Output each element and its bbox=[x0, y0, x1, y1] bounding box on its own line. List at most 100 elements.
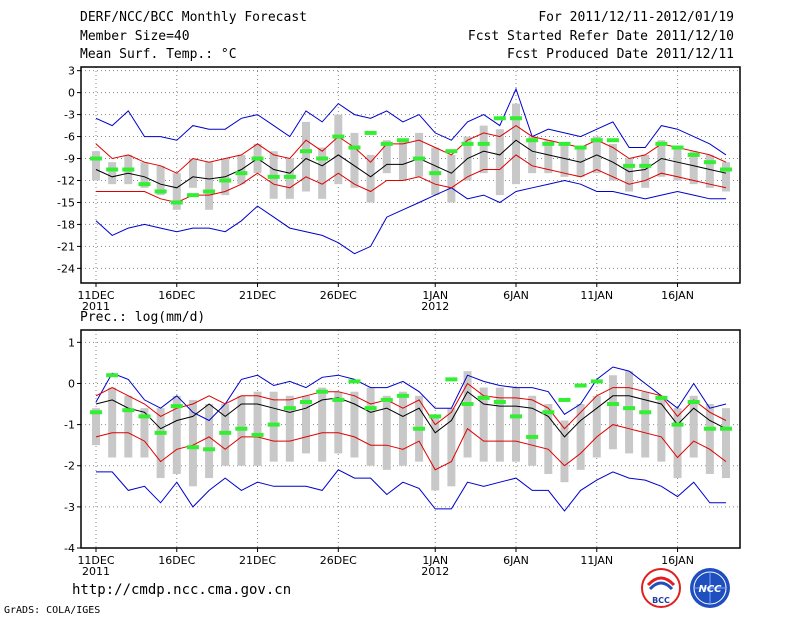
prec-spread-box bbox=[705, 404, 714, 474]
prec-spread-box bbox=[608, 375, 617, 450]
temp-ytick-label: -18 bbox=[57, 218, 75, 231]
prec-ytick-label: -2 bbox=[64, 460, 75, 473]
temp-observed-mark bbox=[413, 156, 426, 161]
temp-observed-mark bbox=[639, 163, 652, 168]
prec-observed-mark bbox=[461, 402, 474, 407]
temp-spread-box bbox=[415, 132, 424, 177]
temp-spread-box bbox=[318, 147, 327, 199]
prec-observed-mark bbox=[348, 379, 361, 384]
temp-spread-box bbox=[205, 162, 214, 210]
temp-observed-mark bbox=[687, 152, 700, 157]
bcc-logo-icon: BCC bbox=[641, 568, 681, 608]
svg-text:BCC: BCC bbox=[652, 596, 670, 605]
temp-observed-mark bbox=[720, 167, 732, 172]
temp-observed-mark bbox=[348, 145, 361, 150]
temp-observed-mark bbox=[461, 141, 474, 146]
fcst-started-date: Fcst Started Refer Date 2011/12/10 bbox=[467, 29, 734, 44]
temp-spread-box bbox=[382, 140, 391, 174]
prec-spread-box bbox=[285, 395, 294, 462]
prec-spread-box bbox=[366, 387, 375, 466]
prec-spread-box bbox=[140, 408, 149, 458]
temp-xtick-year: 2012 bbox=[421, 300, 449, 313]
temp-xtick-label: 16DEC bbox=[158, 289, 195, 302]
temp-spread-box bbox=[512, 103, 520, 185]
temp-ytick-label: -15 bbox=[57, 196, 75, 209]
prec-spread-box bbox=[495, 387, 504, 462]
temp-observed-mark bbox=[380, 141, 393, 146]
prec-spread-box bbox=[205, 404, 214, 479]
temp-ytick-label: -24 bbox=[57, 262, 75, 275]
temp-xtick-label: 16JAN bbox=[661, 289, 694, 302]
temp-observed-mark bbox=[138, 182, 151, 187]
prec-xtick-label: 11DEC bbox=[77, 554, 114, 567]
prec-ytick-label: -3 bbox=[64, 501, 75, 514]
temp-spread-box bbox=[625, 158, 634, 192]
prec-observed-mark bbox=[90, 410, 102, 415]
prec-spread-box bbox=[447, 408, 456, 487]
temp-xtick-label: 11JAN bbox=[580, 289, 613, 302]
prec-observed-mark bbox=[219, 430, 232, 435]
temp-xtick-label: 11DEC bbox=[77, 289, 114, 302]
prec-observed-mark bbox=[316, 389, 329, 394]
temp-observed-mark bbox=[186, 193, 199, 198]
temp-observed-mark bbox=[235, 171, 248, 176]
prec-observed-mark bbox=[477, 395, 490, 400]
source-url[interactable]: http://cmdp.ncc.cma.gov.cn bbox=[72, 582, 292, 598]
temp-observed-mark bbox=[429, 171, 442, 176]
prec-spread-box bbox=[560, 420, 569, 483]
temp-ensemble-mean-line bbox=[95, 139, 727, 189]
prec-spread-box bbox=[318, 387, 327, 462]
prec-observed-mark bbox=[251, 432, 264, 437]
temp-spread-box bbox=[140, 162, 149, 188]
prec-observed-mark bbox=[122, 408, 135, 413]
temp-spread-box bbox=[172, 173, 181, 210]
prec-observed-mark bbox=[558, 397, 571, 402]
prec-spread-box bbox=[528, 395, 537, 466]
temp-spread-box bbox=[334, 114, 343, 185]
temp-observed-mark bbox=[671, 145, 684, 150]
prec-max-line bbox=[95, 366, 727, 422]
temp-ytick-label: -12 bbox=[57, 174, 75, 187]
temp-observed-mark bbox=[526, 138, 539, 143]
prec-ytick-label: -1 bbox=[64, 419, 75, 432]
temp-ytick-label: 3 bbox=[68, 65, 75, 78]
temp-observed-mark bbox=[542, 141, 555, 146]
prec-observed-mark bbox=[429, 414, 442, 419]
temp-spread-box bbox=[722, 162, 730, 192]
prec-spread-box bbox=[431, 416, 440, 491]
prec-spread-box bbox=[334, 391, 343, 454]
temp-observed-mark bbox=[251, 156, 264, 161]
temp-xtick-label: 26DEC bbox=[320, 289, 357, 302]
temp-spread-box bbox=[544, 140, 553, 174]
temp-spread-box bbox=[528, 136, 537, 174]
temp-observed-mark bbox=[558, 141, 571, 146]
bcc-ncc-logos: BCC NCC bbox=[641, 568, 730, 608]
prec-observed-mark bbox=[300, 399, 312, 404]
prec-xtick-label: 1JAN bbox=[422, 554, 448, 567]
temp-spread-box bbox=[447, 154, 456, 203]
prec-spread-box bbox=[253, 391, 262, 466]
temp-observed-mark bbox=[510, 116, 522, 121]
prec-observed-mark bbox=[493, 399, 506, 404]
temp-ytick-label: -3 bbox=[64, 109, 75, 122]
prec-spread-box bbox=[689, 395, 698, 458]
temp-observed-mark bbox=[283, 174, 296, 179]
prec-spread-box bbox=[592, 395, 601, 458]
temp-spread-box bbox=[641, 154, 650, 188]
temp-observed-mark bbox=[606, 138, 619, 143]
temp-std-upper-line bbox=[95, 124, 727, 174]
temp-max-line bbox=[95, 87, 727, 156]
chart-title: DERF/NCC/BCC Monthly Forecast bbox=[80, 10, 307, 25]
prec-observed-mark bbox=[170, 404, 183, 409]
prec-spread-box bbox=[156, 408, 165, 479]
prec-spread-box bbox=[92, 408, 100, 446]
variable-label-prec: Prec.: log(mm/d) bbox=[80, 310, 206, 325]
temp-spread-box bbox=[705, 154, 714, 188]
prec-xtick-label: 26DEC bbox=[320, 554, 357, 567]
prec-observed-mark bbox=[235, 426, 248, 431]
temp-observed-mark bbox=[445, 149, 458, 154]
temp-spread-box bbox=[398, 140, 407, 181]
prec-observed-mark bbox=[606, 402, 619, 407]
prec-observed-mark bbox=[526, 434, 539, 439]
